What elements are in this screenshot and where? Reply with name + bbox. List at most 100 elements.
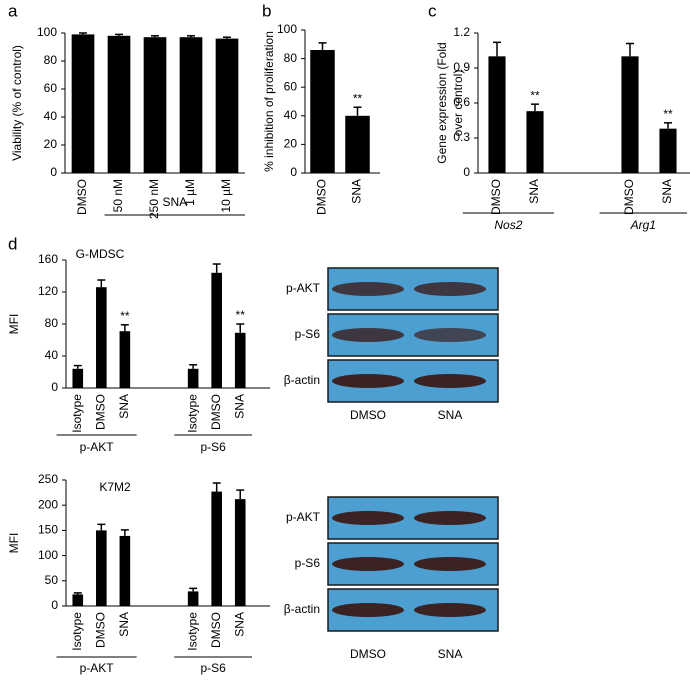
y-tick-label: 0 — [51, 380, 58, 394]
y-axis-label: over control) — [451, 70, 465, 137]
bar — [234, 332, 246, 388]
bar — [107, 35, 131, 173]
x-tick-label: Isotype — [70, 612, 84, 651]
x-tick-label: 50 nM — [111, 179, 125, 212]
bar — [234, 499, 246, 606]
x-tick-label: DMSO — [315, 179, 329, 215]
significance: ** — [236, 308, 246, 322]
x-tick-label: 10 µM — [219, 179, 233, 213]
blot-band — [332, 603, 404, 617]
y-tick-label: 60 — [284, 79, 298, 93]
x-tick-label: Isotype — [185, 612, 199, 651]
blot-band — [332, 328, 404, 342]
x-tick-label: SNA — [117, 612, 131, 637]
bar — [143, 37, 167, 174]
group-label: SNA — [162, 195, 187, 209]
y-axis-label: MFI — [7, 533, 21, 554]
chart-title: G-MDSC — [76, 247, 125, 261]
y-tick-label: 0.6 — [453, 95, 470, 109]
bar — [187, 591, 199, 606]
bar — [211, 272, 222, 388]
bar — [526, 111, 544, 173]
x-tick-label: SNA — [527, 179, 541, 204]
blot-row-label: β-actin — [284, 373, 320, 387]
x-tick-label: DMSO — [93, 612, 107, 648]
blot-band — [414, 511, 486, 525]
bar — [72, 594, 84, 606]
blot-row-label: p-AKT — [286, 281, 321, 295]
chart-title: K7M2 — [99, 480, 131, 494]
blot-row-label: p-S6 — [295, 556, 321, 570]
bar — [187, 368, 199, 388]
bar — [96, 287, 107, 388]
group-label: p-AKT — [80, 440, 115, 454]
y-tick-label: 0 — [290, 165, 297, 179]
bar — [72, 368, 84, 388]
y-tick-label: 60 — [44, 81, 58, 95]
y-tick-label: 80 — [284, 51, 298, 65]
y-tick-label: 40 — [44, 109, 58, 123]
group-label: p-AKT — [80, 661, 115, 675]
y-tick-label: 20 — [284, 137, 298, 151]
bar — [211, 491, 222, 606]
y-axis-label: Gene expression (Fold — [435, 42, 449, 163]
x-tick-label: SNA — [660, 179, 674, 204]
bar — [96, 530, 107, 606]
bar — [215, 38, 239, 173]
y-axis-label: MFI — [7, 314, 21, 335]
x-tick-label: SNA — [232, 394, 246, 419]
y-tick-label: 0 — [463, 165, 470, 179]
x-tick-label: SNA — [117, 394, 131, 419]
blot-band — [414, 557, 486, 571]
y-tick-label: 80 — [44, 53, 58, 67]
blot-band — [414, 603, 486, 617]
x-tick-label: DMSO — [75, 179, 89, 215]
blot-row-label: p-AKT — [286, 510, 321, 524]
bar — [345, 115, 370, 173]
x-tick-label: SNA — [350, 179, 364, 204]
y-tick-label: 160 — [38, 252, 58, 266]
x-tick-label: 250 nM — [147, 179, 161, 219]
group-label: p-S6 — [200, 440, 226, 454]
y-tick-label: 80 — [45, 316, 59, 330]
y-tick-label: 0.9 — [453, 60, 470, 74]
blot-row-label: β-actin — [284, 602, 320, 616]
y-tick-label: 0 — [50, 165, 57, 179]
y-tick-label: 150 — [38, 523, 58, 537]
bar — [488, 56, 506, 174]
blot-band — [332, 282, 404, 296]
bar — [659, 128, 677, 173]
blot-lane-label: DMSO — [350, 647, 386, 661]
x-tick-label: DMSO — [93, 394, 107, 430]
x-tick-label: SNA — [232, 612, 246, 637]
group-label: Nos2 — [494, 218, 522, 232]
y-tick-label: 250 — [38, 472, 58, 486]
y-tick-label: 120 — [38, 284, 58, 298]
significance: ** — [530, 88, 540, 102]
y-tick-label: 0.3 — [453, 130, 470, 144]
y-axis-label: % inhibition of proliferation — [262, 31, 276, 172]
significance: ** — [663, 107, 673, 121]
x-tick-label: 1 µM — [183, 179, 197, 206]
x-tick-label: DMSO — [622, 179, 636, 215]
bar — [71, 34, 95, 174]
x-tick-label: DMSO — [209, 612, 223, 648]
x-tick-label: Isotype — [185, 394, 199, 433]
panel-label: d — [8, 234, 17, 253]
bar — [179, 37, 203, 174]
significance: ** — [353, 91, 363, 105]
blot-lane-label: DMSO — [350, 408, 386, 422]
y-tick-label: 0 — [51, 598, 58, 612]
y-tick-label: 100 — [38, 548, 58, 562]
y-tick-label: 20 — [44, 137, 58, 151]
bar — [119, 331, 131, 388]
panel-label: c — [428, 1, 437, 20]
blot-band — [414, 374, 486, 388]
blot-row-label: p-S6 — [295, 327, 321, 341]
significance: ** — [120, 309, 130, 323]
blot-lane-label: SNA — [438, 408, 463, 422]
group-label: p-S6 — [200, 661, 226, 675]
group-label: Arg1 — [630, 218, 656, 232]
panel-label: b — [262, 1, 271, 20]
